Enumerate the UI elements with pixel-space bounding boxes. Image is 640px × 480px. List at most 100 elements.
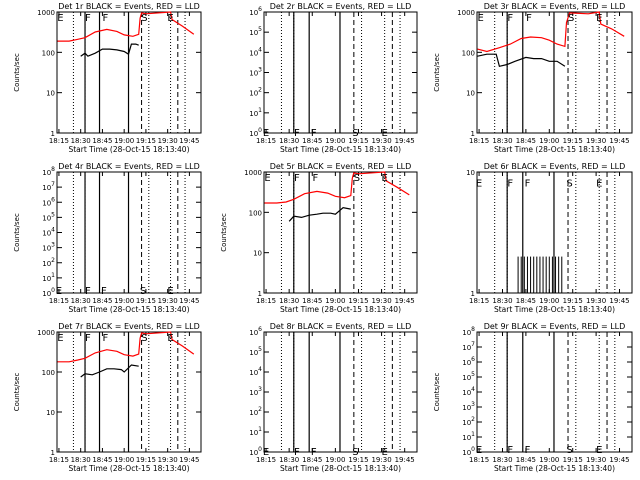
panel-title: Det 4r BLACK = Events, RED = LLD	[58, 162, 200, 171]
x-tick-label: 19:00	[325, 137, 345, 145]
segment-letter: S	[141, 333, 147, 344]
segment-letter: S	[566, 179, 572, 190]
x-tick-label: 18:30	[279, 456, 299, 464]
x-tick-label: 18:30	[492, 137, 512, 145]
detector-panel-7: Det 7r BLACK = Events, RED = LLD 18:15 18:…	[13, 322, 202, 473]
y-axis-label: Counts/sec	[13, 53, 21, 92]
x-tick-label: 19:00	[114, 137, 134, 145]
x-tick-label: 18:30	[492, 297, 512, 305]
y-tick-label: 101	[249, 107, 262, 118]
y-tick-label: 102	[249, 406, 262, 417]
x-tick-label: 19:00	[114, 297, 134, 305]
y-tick-label: 100	[42, 287, 55, 298]
y-tick-label: 104	[42, 227, 55, 238]
x-tick-label: 18:15	[49, 297, 69, 305]
segment-letter: E	[476, 445, 482, 456]
x-tick-label: 19:15	[136, 297, 156, 305]
y-tick-label: 102	[462, 416, 475, 427]
segment-letter: F	[85, 286, 91, 297]
lld-series-line	[477, 11, 625, 53]
segment-letter: S	[352, 128, 358, 139]
y-tick-label: 1	[471, 130, 475, 138]
y-axis-label: Counts/sec	[13, 373, 21, 412]
segment-letter: E	[596, 13, 602, 24]
x-tick-label: 19:15	[348, 297, 368, 305]
x-tick-label: 19:45	[609, 456, 629, 464]
x-tick-label: 18:15	[256, 456, 276, 464]
y-tick-label: 1000	[37, 329, 55, 337]
x-tick-label: 18:30	[71, 137, 91, 145]
y-tick-label: 101	[462, 431, 475, 442]
segment-letter: E	[167, 286, 173, 297]
x-tick-label: 19:45	[179, 137, 199, 145]
segment-letter: F	[526, 13, 532, 24]
events-series-line	[80, 364, 139, 378]
y-tick-label: 10	[46, 90, 55, 98]
segment-letter: S	[352, 447, 358, 458]
x-tick-label: 18:15	[49, 456, 69, 464]
y-tick-label: 108	[42, 166, 55, 177]
x-tick-label: 18:15	[469, 297, 489, 305]
segment-letter: E	[167, 13, 173, 24]
events-series-line	[80, 43, 139, 57]
panel-title: Det 8r BLACK = Events, RED = LLD	[270, 322, 412, 331]
y-tick-label: 100	[42, 49, 55, 57]
segment-letter: E	[263, 447, 269, 458]
x-tick-label: 19:45	[395, 456, 415, 464]
x-tick-label: 19:45	[179, 297, 199, 305]
segment-letter: F	[312, 173, 318, 184]
segment-letter: E	[264, 173, 270, 184]
segment-letter: E	[56, 286, 62, 297]
y-tick-label: 103	[42, 242, 55, 253]
x-tick-label: 19:15	[348, 137, 368, 145]
x-tick-label: 19:45	[179, 456, 199, 464]
x-tick-label: 19:15	[563, 297, 583, 305]
x-axis-label: Start Time (28-Oct-15 18:13:40)	[494, 305, 615, 314]
segment-letter: E	[381, 173, 387, 184]
y-axis-label: Counts/sec	[13, 213, 21, 252]
x-tick-label: 18:45	[516, 137, 536, 145]
x-axis-label: Start Time (28-Oct-15 18:13:40)	[494, 464, 615, 473]
segment-letter: F	[85, 13, 91, 24]
y-tick-label: 103	[249, 67, 262, 78]
panel-title: Det 3r BLACK = Events, RED = LLD	[484, 2, 626, 11]
segment-letter: F	[507, 445, 513, 456]
x-axis-label: Start Time (28-Oct-15 18:13:40)	[68, 305, 189, 314]
x-tick-label: 19:00	[539, 297, 559, 305]
x-tick-label: 19:30	[371, 137, 391, 145]
y-axis-label: Counts/sec	[433, 373, 441, 412]
y-tick-label: 104	[249, 366, 262, 377]
x-tick-label: 18:45	[302, 456, 322, 464]
lld-series-line	[57, 11, 195, 42]
y-tick-label: 103	[462, 401, 475, 412]
y-tick-label: 104	[249, 46, 262, 57]
x-tick-label: 18:15	[256, 137, 276, 145]
y-tick-label: 105	[42, 211, 55, 222]
segment-letter: F	[507, 13, 513, 24]
x-tick-label: 19:30	[586, 137, 606, 145]
y-tick-label: 106	[249, 6, 262, 17]
y-tick-label: 100	[42, 369, 55, 377]
x-tick-label: 18:45	[516, 297, 536, 305]
x-axis-label: Start Time (28-Oct-15 18:13:40)	[68, 464, 189, 473]
x-axis-label: Start Time (28-Oct-15 18:13:40)	[280, 464, 401, 473]
y-tick-label: 10	[466, 90, 475, 98]
panel-title: Det 7r BLACK = Events, RED = LLD	[58, 322, 200, 331]
segment-letter: E	[477, 13, 483, 24]
segment-letter: F	[525, 179, 531, 190]
x-axis-label: Start Time (28-Oct-15 18:13:40)	[494, 145, 615, 154]
segment-letter: F	[102, 333, 108, 344]
segment-letter: E	[381, 128, 387, 139]
segment-letter: F	[525, 445, 531, 456]
y-tick-label: 107	[42, 181, 55, 192]
segment-letter: E	[167, 333, 173, 344]
x-axis-label: Start Time (28-Oct-15 18:13:40)	[280, 305, 401, 314]
x-tick-label: 18:30	[71, 456, 91, 464]
x-tick-label: 19:30	[158, 456, 178, 464]
segment-letter: F	[507, 179, 513, 190]
y-tick-label: 1000	[457, 9, 475, 17]
y-tick-label: 10	[253, 250, 262, 258]
x-tick-label: 19:15	[136, 137, 156, 145]
